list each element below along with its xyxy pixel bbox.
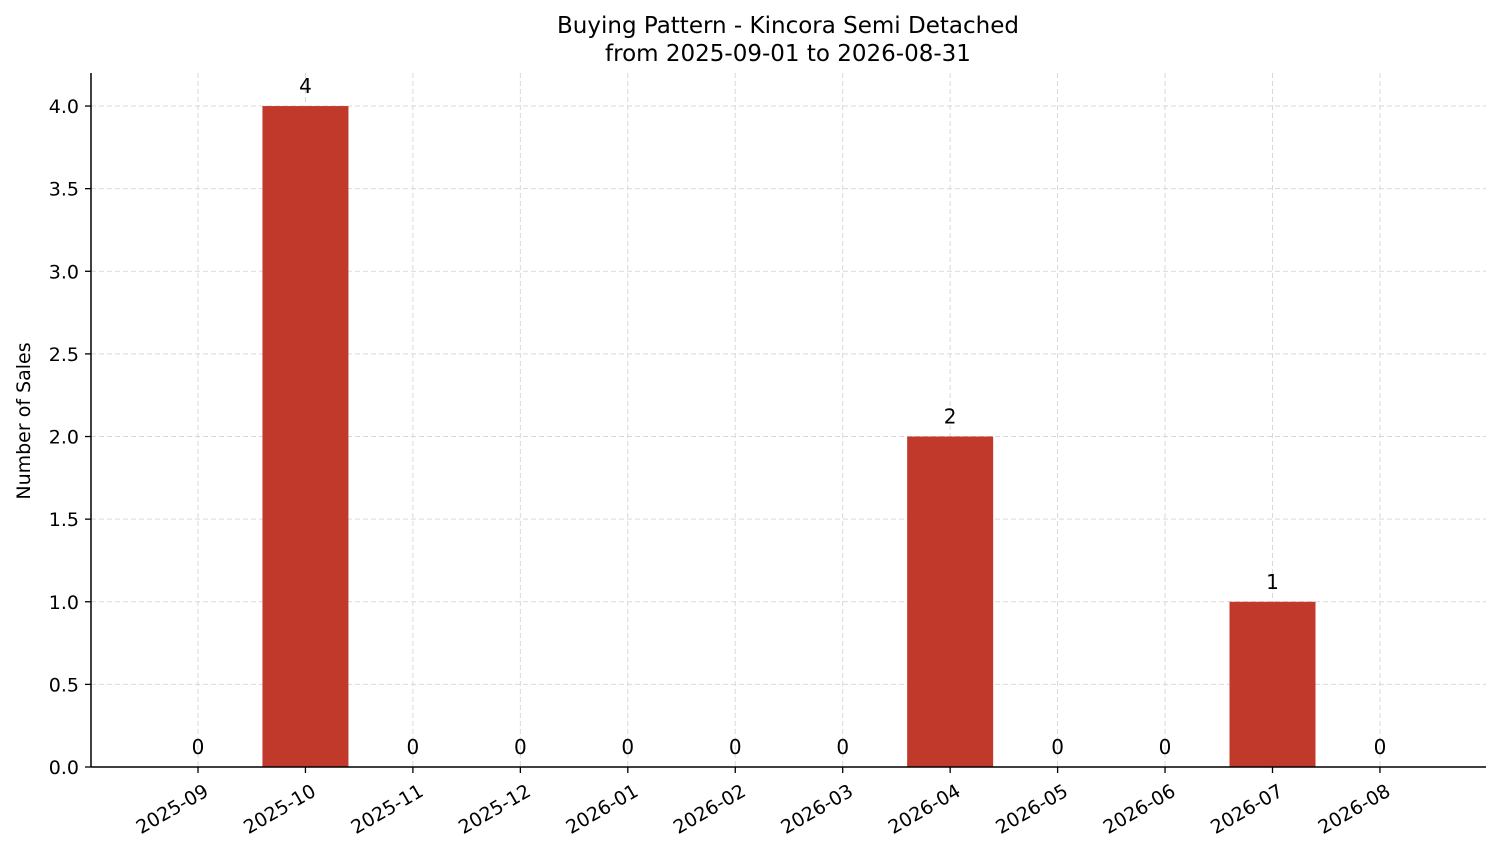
x-tick-label: 2026-05 [992, 780, 1072, 839]
x-tick-label: 2025-11 [347, 780, 427, 839]
x-ticks: 2025-09 2025-10 2025-11 2025-12 2026-01 2026-… [133, 767, 1394, 839]
y-ticks: 0.0 0.5 1.0 1.5 2.0 2.5 3.0 3.5 4.0 [49, 96, 91, 779]
data-label-2025-11: 0 [407, 735, 420, 759]
bar-2025-10 [262, 106, 349, 768]
y-tick-label: 0.5 [49, 674, 79, 696]
y-tick-label: 0.0 [49, 757, 79, 779]
y-tick-label: 2.0 [49, 427, 79, 449]
y-tick-label: 1.0 [49, 592, 79, 614]
data-labels: 0 4 0 0 0 0 0 2 0 0 1 0 [192, 74, 1387, 759]
data-label-2025-10: 4 [299, 74, 312, 98]
data-label-2026-07: 1 [1266, 570, 1279, 594]
data-label-2025-12: 0 [514, 735, 527, 759]
chart-subtitle: from 2025-09-01 to 2026-08-31 [605, 41, 971, 67]
chart-title: Buying Pattern - Kincora Semi Detached [557, 13, 1019, 39]
y-tick-label: 2.5 [49, 344, 79, 366]
data-label-2026-03: 0 [836, 735, 849, 759]
y-tick-label: 3.0 [49, 261, 79, 283]
x-tick-label: 2026-06 [1100, 780, 1180, 839]
data-label-2026-05: 0 [1051, 735, 1064, 759]
data-label-2026-04: 2 [944, 405, 957, 429]
x-tick-label: 2026-04 [885, 780, 965, 839]
data-label-2026-06: 0 [1159, 735, 1172, 759]
x-tick-label: 2025-09 [133, 780, 213, 839]
x-tick-label: 2025-10 [240, 780, 320, 839]
x-tick-label: 2025-12 [455, 780, 535, 839]
y-axis-label: Number of Sales [13, 342, 35, 499]
x-tick-label: 2026-02 [670, 780, 750, 839]
x-tick-label: 2026-07 [1207, 780, 1287, 839]
bar-2026-04 [907, 436, 994, 767]
data-label-2026-02: 0 [729, 735, 742, 759]
bar-2026-07 [1229, 601, 1316, 767]
x-tick-label: 2026-03 [777, 780, 857, 839]
x-tick-label: 2026-08 [1314, 780, 1394, 839]
bars [262, 106, 1316, 768]
x-tick-label: 2026-01 [562, 780, 642, 839]
data-label-2025-09: 0 [192, 735, 205, 759]
y-tick-label: 1.5 [49, 509, 79, 531]
data-label-2026-01: 0 [621, 735, 634, 759]
y-tick-label: 4.0 [49, 96, 79, 118]
data-label-2026-08: 0 [1374, 735, 1387, 759]
y-tick-label: 3.5 [49, 179, 79, 201]
